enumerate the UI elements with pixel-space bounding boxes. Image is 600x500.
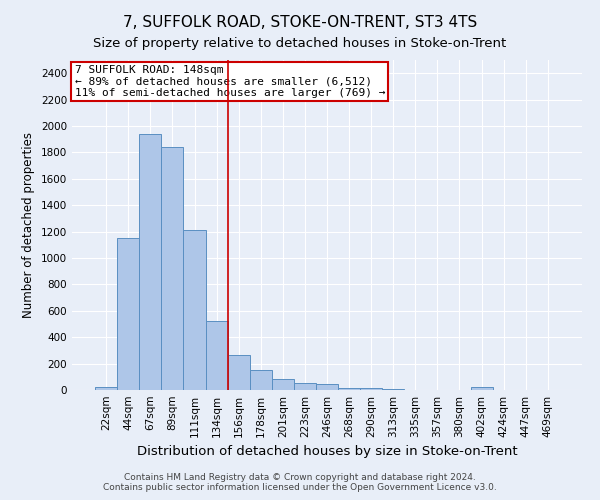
Bar (250, 370, 272, 390)
Bar (360, 388, 382, 390)
Y-axis label: Number of detached properties: Number of detached properties (22, 132, 35, 318)
Bar (139, 134, 161, 390)
Bar (470, 388, 493, 390)
Bar (316, 384, 338, 390)
Text: 7, SUFFOLK ROAD, STOKE-ON-TRENT, ST3 4TS: 7, SUFFOLK ROAD, STOKE-ON-TRENT, ST3 4TS (123, 15, 477, 30)
Bar (95, 386, 117, 390)
Bar (184, 230, 206, 390)
Text: Contains HM Land Registry data © Crown copyright and database right 2024.
Contai: Contains HM Land Registry data © Crown c… (103, 473, 497, 492)
Bar (382, 389, 404, 390)
Bar (117, 238, 139, 390)
Bar (227, 355, 250, 390)
Bar (294, 384, 316, 390)
Text: 7 SUFFOLK ROAD: 148sqm
← 89% of detached houses are smaller (6,512)
11% of semi-: 7 SUFFOLK ROAD: 148sqm ← 89% of detached… (74, 65, 385, 98)
Bar (161, 147, 184, 390)
Bar (272, 380, 294, 390)
Text: Size of property relative to detached houses in Stoke-on-Trent: Size of property relative to detached ho… (94, 38, 506, 51)
Bar (338, 388, 360, 390)
X-axis label: Distribution of detached houses by size in Stoke-on-Trent: Distribution of detached houses by size … (137, 446, 517, 458)
Bar (206, 322, 227, 390)
